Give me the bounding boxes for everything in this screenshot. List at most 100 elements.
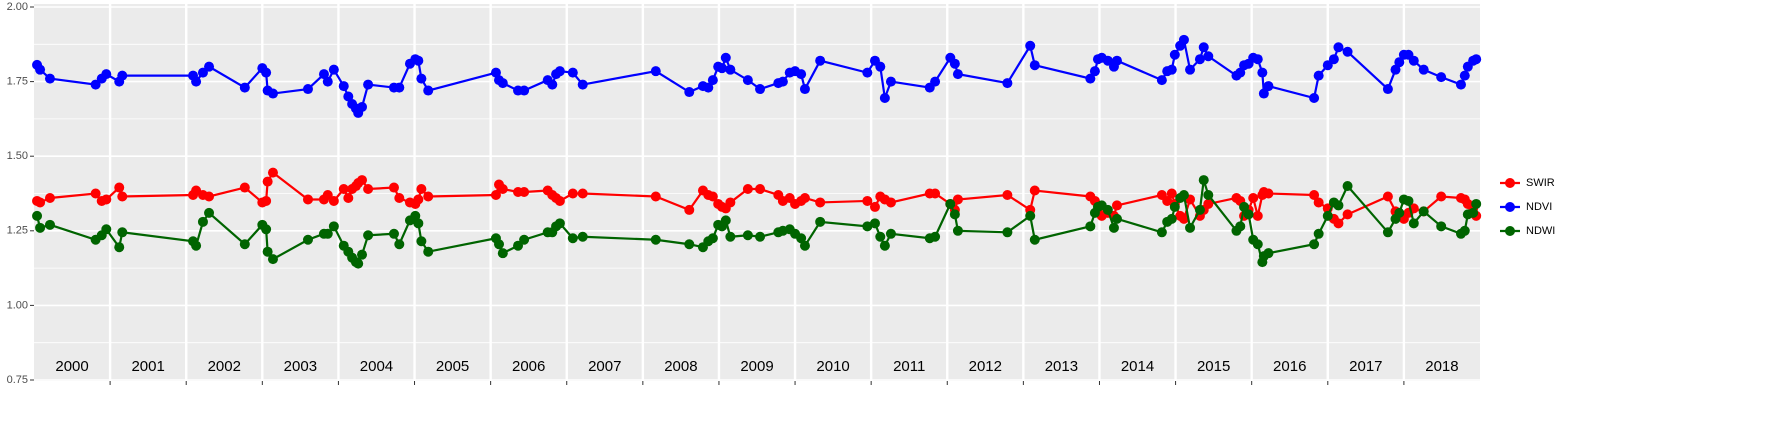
point [114, 242, 125, 253]
legend-label: NDWI [1526, 225, 1555, 237]
point [1333, 218, 1344, 229]
point [101, 224, 112, 235]
point [949, 58, 960, 69]
point [197, 216, 208, 227]
point [1025, 40, 1036, 51]
point [394, 192, 405, 203]
point [720, 52, 731, 63]
point [1108, 222, 1119, 233]
point [755, 84, 766, 95]
point [1258, 88, 1269, 99]
point [1342, 46, 1353, 57]
point [302, 194, 313, 205]
point [554, 66, 565, 77]
point [413, 194, 424, 205]
point [703, 82, 714, 93]
point [707, 191, 718, 202]
point [1239, 201, 1250, 212]
point [1418, 64, 1429, 75]
point [725, 231, 736, 242]
year-label: 2013 [1045, 358, 1078, 375]
point [742, 230, 753, 241]
point [1089, 66, 1100, 77]
point [416, 73, 427, 84]
point [1309, 239, 1320, 250]
point [497, 78, 508, 89]
point [1313, 70, 1324, 81]
point [742, 75, 753, 86]
point [318, 69, 329, 80]
point [1111, 55, 1122, 66]
point [1166, 188, 1177, 199]
point [101, 69, 112, 80]
point [416, 236, 427, 247]
point [497, 248, 508, 259]
point [716, 63, 727, 74]
point [869, 201, 880, 212]
point [239, 82, 250, 93]
point [725, 197, 736, 208]
point [1198, 42, 1209, 53]
point [44, 219, 55, 230]
point [494, 239, 505, 250]
point [519, 234, 530, 245]
point [1382, 227, 1393, 238]
point [1194, 54, 1205, 65]
point [885, 76, 896, 87]
year-label: 2004 [360, 358, 393, 375]
year-label: 2000 [55, 358, 88, 375]
point [742, 184, 753, 195]
point [338, 81, 349, 92]
point [567, 67, 578, 78]
year-label: 2018 [1425, 358, 1458, 375]
point [1459, 70, 1470, 81]
year-label: 2017 [1349, 358, 1382, 375]
point [554, 218, 565, 229]
point [338, 184, 349, 195]
point [262, 246, 273, 257]
point [799, 192, 810, 203]
point [650, 66, 661, 77]
y-tick-label: 1.50 [7, 150, 28, 162]
point [1403, 195, 1414, 206]
point [1169, 49, 1180, 60]
point [577, 79, 588, 90]
point [423, 85, 434, 96]
point [1394, 57, 1405, 68]
point [1156, 227, 1167, 238]
year-label: 2012 [969, 358, 1002, 375]
point [1235, 67, 1246, 78]
point [363, 79, 374, 90]
point [1471, 198, 1482, 209]
point [1342, 209, 1353, 220]
point [267, 167, 278, 178]
point [204, 207, 215, 218]
point [394, 239, 405, 250]
point [90, 188, 101, 199]
point [35, 64, 46, 75]
point [204, 191, 215, 202]
point [1455, 79, 1466, 90]
point [1309, 93, 1320, 104]
point [862, 195, 873, 206]
point [416, 184, 427, 195]
point [869, 218, 880, 229]
point [1313, 197, 1324, 208]
point [1085, 221, 1096, 232]
year-label: 2005 [436, 358, 469, 375]
point [1162, 195, 1173, 206]
point [388, 228, 399, 239]
point [1166, 64, 1177, 75]
legend-key [1505, 226, 1515, 236]
point [423, 246, 434, 257]
point [357, 101, 368, 112]
point [725, 64, 736, 75]
point [1394, 207, 1405, 218]
point [423, 191, 434, 202]
point [302, 84, 313, 95]
point [328, 221, 339, 232]
point [796, 233, 807, 244]
point [267, 254, 278, 265]
legend-key [1505, 178, 1515, 188]
point [394, 82, 405, 93]
